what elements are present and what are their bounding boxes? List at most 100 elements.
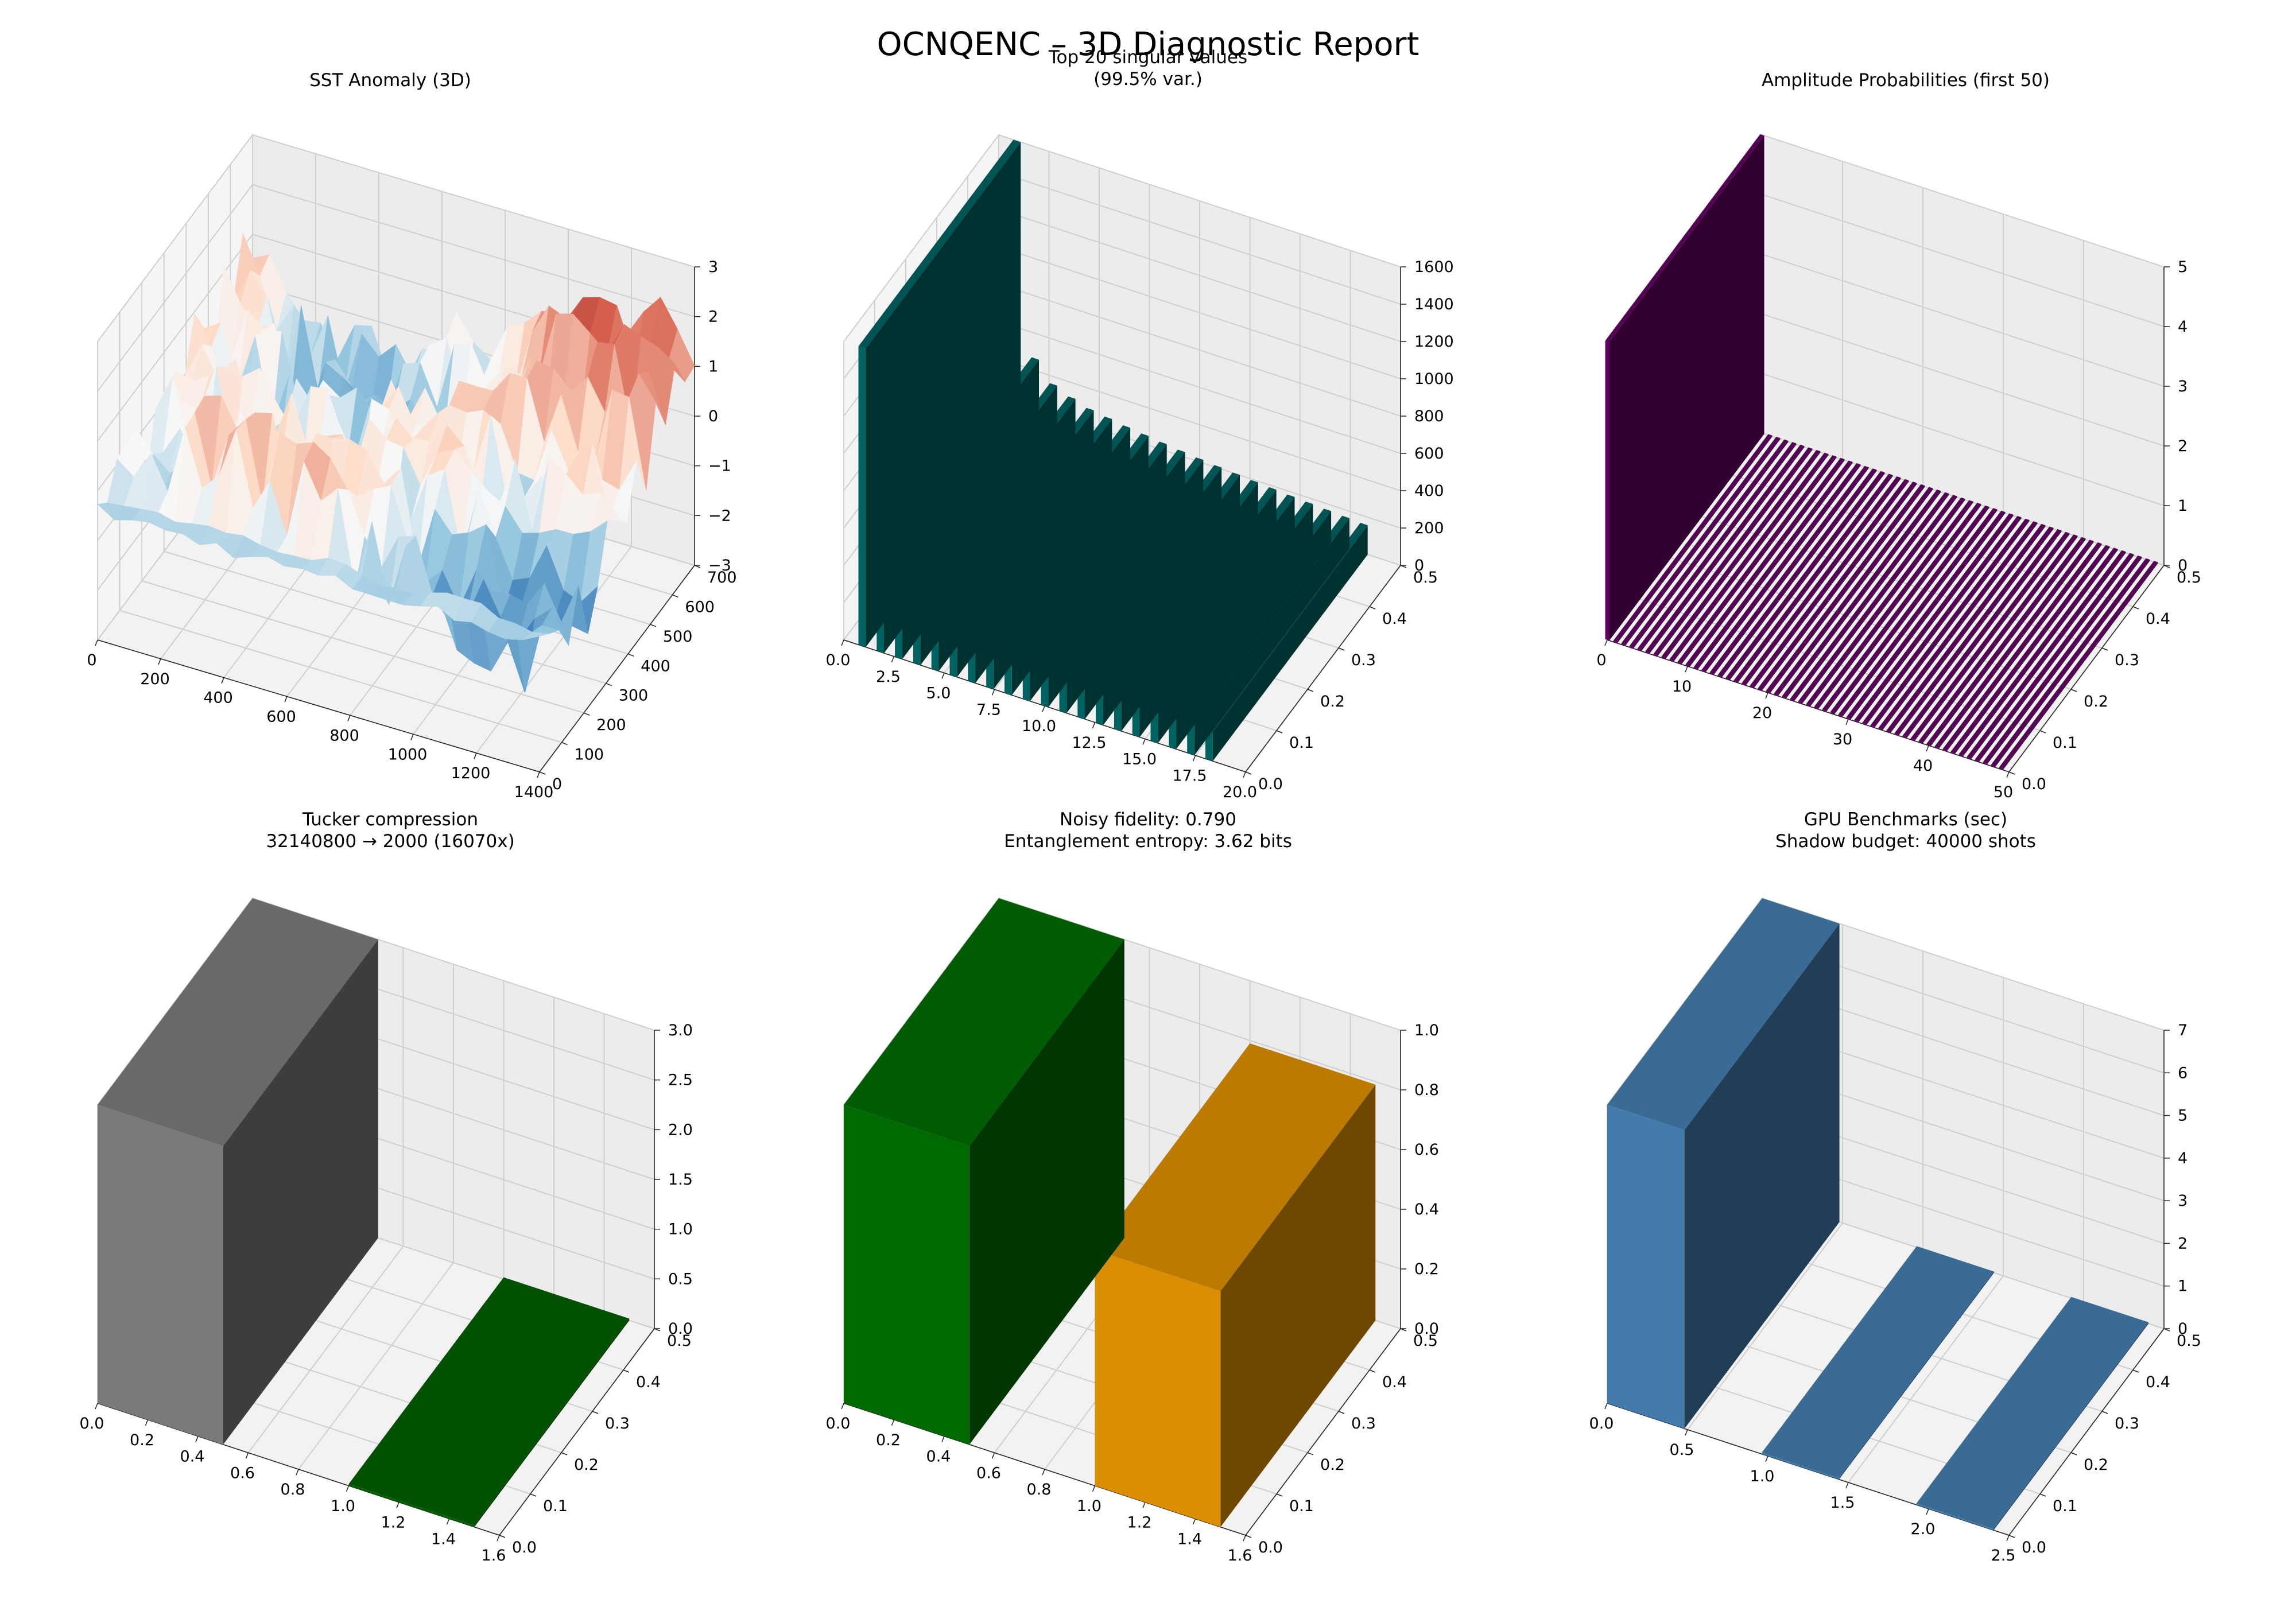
- x-tick-mark: [396, 1502, 400, 1508]
- x-tick-label: 0.4: [180, 1448, 205, 1466]
- z-tick-label: 5: [2178, 258, 2188, 276]
- panel-title: Entanglement entropy: 3.62 bits: [1004, 831, 1292, 852]
- bar-0: [1607, 898, 1840, 1429]
- x-tick-label: 1.0: [1077, 1497, 1102, 1515]
- bar: [1870, 518, 2030, 728]
- x-tick-label: 0.2: [130, 1431, 154, 1449]
- x-tick-mark: [221, 677, 224, 684]
- x-tick-mark: [1845, 1482, 1849, 1489]
- x-tick-label: 1.5: [1830, 1494, 1855, 1512]
- x-tick-mark: [991, 1452, 995, 1459]
- x-tick-mark: [891, 656, 895, 663]
- bar: [1782, 490, 1941, 699]
- x-tick-label: 0.0: [80, 1415, 104, 1433]
- y-tick-label: 0.3: [2115, 651, 2139, 669]
- bar-1: [348, 1277, 630, 1527]
- y-axis-line: [1245, 565, 1401, 773]
- x-tick-mark: [1845, 719, 1849, 725]
- y-tick-mark: [592, 1411, 599, 1414]
- z-tick-label: 0: [708, 407, 718, 425]
- y-tick-mark: [2070, 1452, 2077, 1455]
- x-tick-mark: [1192, 1518, 1196, 1525]
- x-tick-mark: [1243, 1535, 1246, 1542]
- y-tick-mark: [606, 683, 612, 686]
- y-tick-mark: [1307, 1452, 1314, 1455]
- y-tick-label: 200: [596, 716, 626, 734]
- bar: [1894, 526, 2054, 736]
- bar: [1685, 457, 1845, 667]
- bar: [1677, 455, 1837, 665]
- x-tick-mark: [1142, 739, 1146, 745]
- z-tick-label: 0.6: [1414, 1141, 1439, 1159]
- y-tick-label: 0.0: [1258, 1539, 1283, 1556]
- bar: [1975, 553, 2134, 762]
- bar: [1637, 442, 1797, 651]
- y-axis-line: [1245, 1328, 1401, 1536]
- z-tick-label: 1200: [1414, 333, 1454, 351]
- x-tick-mark: [1604, 1403, 1608, 1410]
- surface-facet: [522, 631, 549, 641]
- x-tick-label: 15.0: [1122, 751, 1157, 768]
- y-tick-mark: [623, 1369, 630, 1373]
- x-tick-label: 17.5: [1172, 767, 1207, 785]
- z-tick-label: 0.4: [1414, 1201, 1439, 1218]
- bar: [1846, 510, 2006, 720]
- z-tick-label: 1000: [1414, 370, 1454, 388]
- z-tick-label: 1.5: [668, 1171, 693, 1189]
- y-tick-label: 0.4: [2146, 1373, 2170, 1391]
- x-tick-label: 1.4: [1177, 1530, 1202, 1548]
- y-tick-label: 0.1: [1289, 1497, 1314, 1515]
- x-tick-label: 20: [1752, 704, 1772, 722]
- bar: [1822, 503, 1981, 712]
- panel-title: (99.5% var.): [1093, 69, 1203, 90]
- z-tick-label: 1: [2178, 497, 2188, 515]
- bar: [1967, 550, 2126, 760]
- x-tick-label: 2.5: [876, 668, 901, 686]
- bar: [1733, 473, 1893, 683]
- bar: [1934, 539, 2094, 749]
- x-tick-label: 0.2: [876, 1431, 901, 1449]
- z-tick-label: 2.5: [668, 1072, 693, 1089]
- y-tick-mark: [628, 653, 634, 657]
- x-tick-label: 600: [266, 708, 296, 726]
- panel-singular-values: Top 20 singular values(99.5% var.) 0.0 2.5…: [826, 47, 1454, 801]
- y-tick-label: 0.2: [574, 1456, 599, 1474]
- y-tick-label: 0.4: [1382, 610, 1407, 628]
- y-tick-mark: [1369, 606, 1376, 610]
- x-tick-mark: [1685, 666, 1688, 673]
- z-tick-label: 0: [2178, 1320, 2188, 1338]
- x-tick-label: 10.0: [1022, 717, 1056, 735]
- panel-title: Tucker compression: [302, 809, 478, 830]
- x-tick-mark: [841, 639, 844, 646]
- x-axis-line: [97, 639, 540, 773]
- y-tick-label: 0.2: [2084, 693, 2108, 711]
- y-tick-mark: [1338, 1411, 1345, 1414]
- x-tick-mark: [497, 1535, 500, 1542]
- y-tick-mark: [1307, 689, 1314, 692]
- x-tick-mark: [941, 1436, 945, 1442]
- z-tick-label: 5: [2178, 1107, 2188, 1125]
- y-tick-label: 0.0: [512, 1539, 537, 1556]
- bar: [1717, 468, 1877, 678]
- x-tick-mark: [1243, 771, 1246, 778]
- y-tick-mark: [1245, 771, 1252, 775]
- figure-suptitle: OCNQENC – 3D Diagnostic Report: [877, 26, 1420, 63]
- panel-amplitude-probabilities: Amplitude Probabilities (first 50)010203…: [1596, 70, 2201, 801]
- x-tick-mark: [991, 689, 995, 696]
- y-tick-mark: [1369, 1369, 1376, 1373]
- y-tick-label: 0.0: [1258, 775, 1283, 793]
- x-tick-label: 1.2: [381, 1514, 406, 1532]
- bar-1: [1095, 1043, 1376, 1527]
- y-tick-label: 0.3: [1351, 651, 1376, 669]
- z-tick-label: −3: [708, 557, 731, 575]
- x-tick-mark: [2006, 1535, 2010, 1542]
- bar: [1653, 447, 1813, 657]
- z-tick-label: 0.2: [1414, 1260, 1439, 1278]
- z-tick-label: 600: [1414, 445, 1444, 463]
- y-tick-mark: [2132, 1369, 2139, 1373]
- bar: [1910, 531, 2070, 741]
- y-tick-label: 0.2: [1320, 1456, 1345, 1474]
- x-tick-mark: [941, 673, 945, 679]
- y-tick-mark: [583, 712, 590, 716]
- x-tick-label: 1.6: [1228, 1547, 1252, 1565]
